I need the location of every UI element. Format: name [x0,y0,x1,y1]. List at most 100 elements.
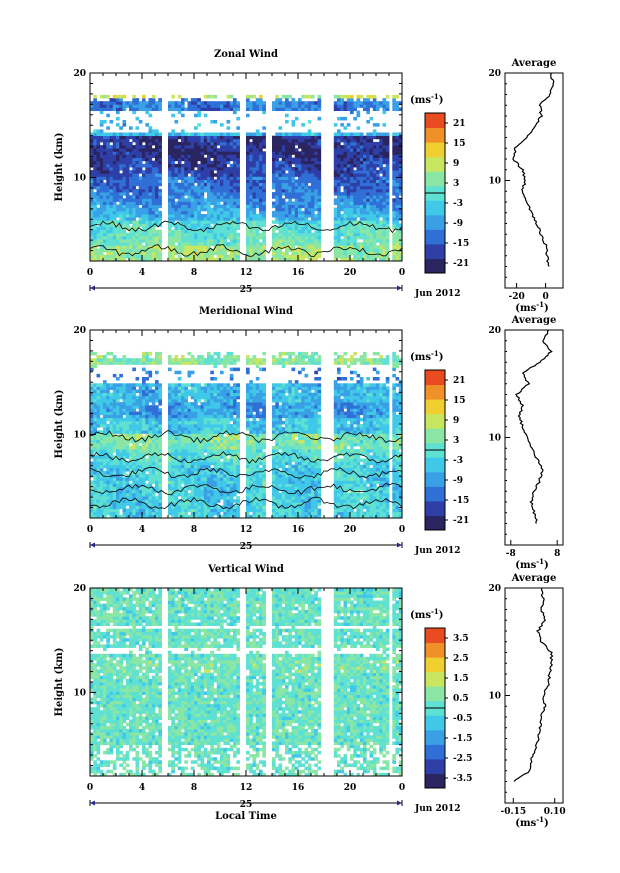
profile-unit: (ms-1) [515,815,548,829]
colorbar-tick-label: 1.5 [453,674,469,684]
colorbar-tick-label: 0.5 [453,694,469,704]
profile-line [512,72,555,267]
date-strip-arrow [90,800,95,806]
colorbar-tick-label: -3 [453,199,463,209]
date-strip-arrow [397,542,402,548]
profile-title: Average [511,573,557,584]
colorbar-unit: (ms-1) [410,92,443,106]
profile-frame [504,587,564,804]
unit-base: (ms [410,95,431,106]
colorbar-tick-label: 15 [453,396,466,406]
x-tick-label: 8 [191,268,197,278]
colorbar-unit: (ms-1) [410,607,443,621]
unit-exponent: -1 [431,349,439,358]
colorbar-swatch [425,744,445,760]
colorbar-swatch [425,642,445,658]
day-label: 25 [240,800,253,810]
x-tick-label: 0 [399,268,405,278]
x-tick-label: 12 [240,525,253,535]
colorbar-tick-label: -1.5 [453,734,472,744]
colorbar-swatch [425,758,445,774]
colorbar-tick-label: -21 [453,516,469,526]
x-tick-label: 0 [399,783,405,793]
y-axis-label: Height (km) [54,648,65,717]
x-tick-label: 4 [139,783,145,793]
contour-line [89,243,403,257]
colorbar-swatch [425,113,445,129]
date-strip-arrow [90,542,95,548]
date-strip-arrow [90,285,95,291]
profile-frame [504,72,564,289]
contour-line [89,496,403,510]
heatmap-cells [90,588,403,777]
profile-y-tick-label: 10 [488,177,501,187]
x-tick-label: 4 [139,268,145,278]
panel-title: Meridional Wind [199,306,293,317]
x-tick-label: 20 [344,783,357,793]
x-axis-label: Local Time [215,811,277,822]
unit-exponent: -1 [431,607,439,616]
x-tick-label: 0 [87,268,93,278]
x-tick-label: 8 [191,525,197,535]
colorbar-tick-label: 9 [453,159,459,169]
colorbar-tick-label: 3 [453,179,459,189]
colorbar-tick-label: 3 [453,436,459,446]
colorbar-swatch [425,729,445,745]
x-tick-label: 0 [87,783,93,793]
panel-title: Vertical Wind [207,564,284,575]
unit-base: (ms [410,352,431,363]
colorbar-tick-label: 21 [453,119,466,129]
colorbar-tick-label: 9 [453,416,459,426]
colorbar-swatch [425,384,445,400]
x-tick-label: 20 [344,525,357,535]
unit-base: (ms [515,818,536,829]
contour-line [89,220,403,234]
profile-line [513,587,554,782]
unit-base: (ms [515,303,536,314]
colorbar-tick-label: 21 [453,376,466,386]
x-tick-label: 16 [292,525,305,535]
colorbar-tick-label: -15 [453,496,469,506]
day-label: 25 [240,542,253,552]
colorbar-swatch [425,500,445,516]
colorbar-swatch [425,686,445,702]
profile-y-tick-label: 20 [488,69,501,79]
profile-title: Average [511,58,557,69]
x-tick-label: 8 [191,783,197,793]
colorbar-swatch [425,200,445,216]
colorbar-unit: (ms-1) [410,349,443,363]
colorbar-swatch [425,413,445,429]
x-tick-label: 4 [139,525,145,535]
profile-x-tick-label: -8 [506,549,516,559]
profile-x-tick-label: 8 [554,549,560,559]
x-tick-label: 0 [399,525,405,535]
profile-y-tick-label: 20 [488,584,501,594]
colorbar-swatch [425,171,445,187]
colorbar-swatch [425,229,445,245]
date-label: Jun 2012 [414,804,461,814]
profile-y-tick-label: 10 [488,434,501,444]
contour-line [89,467,403,479]
colorbar-swatch [425,457,445,473]
x-tick-label: 16 [292,783,305,793]
profile-line [515,329,553,524]
colorbar-swatch [425,258,445,274]
colorbar-swatch [425,428,445,444]
colorbar-tick-label: -9 [453,476,463,486]
colorbar-tick-label: 3.5 [453,634,469,644]
unit-exponent: -1 [536,557,544,566]
profile-unit: (ms-1) [515,557,548,571]
profile-x-tick-label: 0.10 [544,807,566,817]
heatmap-cells [90,94,403,262]
contour-line [89,482,403,496]
colorbar-swatch [425,773,445,789]
colorbar-swatch [425,628,445,644]
colorbar-tick-label: 2.5 [453,654,469,664]
panel-3: Vertical Wind 0 4 8 12 16 20 0 10 20 Height (km) 25… [54,564,566,829]
profile-x-tick-label: -0.15 [500,807,526,817]
colorbar-tick-label: -3.5 [453,774,472,784]
colorbar-swatch [425,715,445,731]
profile-y-tick-label: 10 [488,692,501,702]
colorbar-swatch [425,486,445,502]
